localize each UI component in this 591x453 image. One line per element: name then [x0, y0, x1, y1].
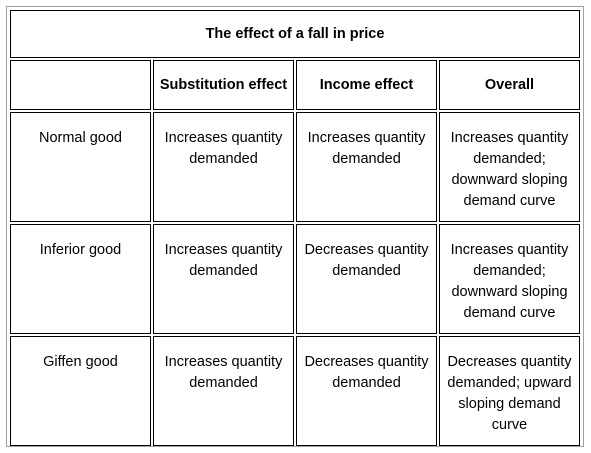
- cell-giffen-income: Decreases quantity demanded: [296, 336, 437, 446]
- row-label-inferior-good: Inferior good: [10, 224, 151, 334]
- cell-inferior-overall: Increases quantity demanded; downward sl…: [439, 224, 580, 334]
- table-header-row: Substitution effect Income effect Overal…: [10, 60, 580, 110]
- table-row-inferior-good: Inferior good Increases quantity demande…: [10, 224, 580, 334]
- header-blank: [10, 60, 151, 110]
- cell-giffen-substitution: Increases quantity demanded: [153, 336, 294, 446]
- row-label-normal-good: Normal good: [10, 112, 151, 222]
- header-income-effect: Income effect: [296, 60, 437, 110]
- header-overall: Overall: [439, 60, 580, 110]
- cell-inferior-substitution: Increases quantity demanded: [153, 224, 294, 334]
- price-effect-table: The effect of a fall in price Substituti…: [8, 8, 582, 448]
- cell-inferior-income: Decreases quantity demanded: [296, 224, 437, 334]
- table-title-row: The effect of a fall in price: [10, 10, 580, 58]
- price-effect-table-frame: The effect of a fall in price Substituti…: [6, 6, 584, 447]
- header-substitution-effect: Substitution effect: [153, 60, 294, 110]
- cell-giffen-overall: Decreases quantity demanded; upward slop…: [439, 336, 580, 446]
- row-label-giffen-good: Giffen good: [10, 336, 151, 446]
- table-row-giffen-good: Giffen good Increases quantity demanded …: [10, 336, 580, 446]
- table-row-normal-good: Normal good Increases quantity demanded …: [10, 112, 580, 222]
- cell-normal-substitution: Increases quantity demanded: [153, 112, 294, 222]
- table-title: The effect of a fall in price: [10, 10, 580, 58]
- cell-normal-income: Increases quantity demanded: [296, 112, 437, 222]
- cell-normal-overall: Increases quantity demanded; downward sl…: [439, 112, 580, 222]
